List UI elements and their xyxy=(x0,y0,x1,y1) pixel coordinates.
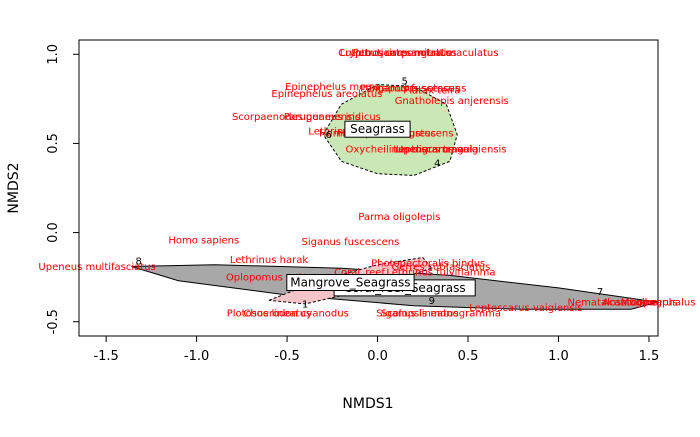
species-label: Coral_reef xyxy=(334,267,385,278)
species-label: Parma oligolepis xyxy=(358,212,440,223)
x-tick-label: 1.0 xyxy=(548,349,569,364)
species-label: Epinephelus merra xyxy=(285,82,379,93)
species-label: Lutjanus carponotatus xyxy=(340,48,452,59)
species-label: Upeneus tragula xyxy=(396,144,479,155)
species-label: Siganus fuscescens xyxy=(369,84,467,95)
species-label: Acanthopagrus xyxy=(602,298,678,309)
y-tick-label: 1.0 xyxy=(46,44,61,65)
site-label: 4 xyxy=(434,159,440,170)
species-label: Lutjanus argentimaculatus xyxy=(365,48,498,59)
species-label: Homo sapiens xyxy=(168,235,239,246)
group-label-box xyxy=(344,120,411,138)
species-label: Mugil cephalus xyxy=(621,298,696,309)
x-tick-label: 1.5 xyxy=(639,349,660,364)
group-label-layer: SeagrassCoral_reef_SeagrassMangrove_Seag… xyxy=(286,120,476,297)
species-label: Scolopsis monogramma xyxy=(381,308,501,319)
site-label: 7 xyxy=(597,287,603,298)
y-tick-label: 0.5 xyxy=(46,133,61,154)
site-label: 8 xyxy=(136,257,142,268)
site-label: 1 xyxy=(302,300,308,311)
site-label: 5 xyxy=(402,77,408,88)
x-axis-label: NMDS1 xyxy=(342,396,393,412)
x-tick-label: -1.0 xyxy=(184,349,209,364)
x-axis: -1.5 -1.0 -0.5 0.0 0.5 1.0 1.5 xyxy=(93,335,660,364)
species-label: Oxycheilinus digramma xyxy=(345,144,463,155)
site-label: 6 xyxy=(326,130,332,141)
y-tick-label: 0.0 xyxy=(46,222,61,243)
species-label: Scorpaenodes guamensis xyxy=(232,112,360,123)
x-tick-label: 0.0 xyxy=(367,349,388,364)
species-label: Parupeneus indicus xyxy=(284,112,381,123)
species-label: Gerres subfasciatus xyxy=(391,262,490,273)
species-label: Petroscirtes mitratus xyxy=(353,48,457,59)
species-label: Photopectoralis bindus xyxy=(371,259,485,270)
x-tick-label: -0.5 xyxy=(274,349,299,364)
y-tick-label: -0.5 xyxy=(46,309,61,334)
group-label: Seagrass xyxy=(350,122,405,136)
species-label: Leptoscarus vaigiensis xyxy=(393,144,506,155)
species-label: Lethrinus harak xyxy=(230,255,308,266)
x-tick-label: -1.5 xyxy=(93,349,118,364)
species-label: Lethrinus fulviflamma xyxy=(386,267,495,278)
y-axis: -0.5 0.0 0.5 1.0 xyxy=(46,44,80,334)
y-axis-label: NMDS2 xyxy=(6,162,22,213)
site-label: 9 xyxy=(429,296,435,307)
species-label: Upeneus multifasciatus xyxy=(38,262,155,273)
x-tick-label: 0.5 xyxy=(458,349,479,364)
species-label: Plotosus lineatus xyxy=(227,308,312,319)
species-label: Nematalosa come xyxy=(568,298,658,309)
species-label: Choerodon cyanodus xyxy=(243,308,348,319)
species-label: Gnatholepis anjerensis xyxy=(395,96,509,107)
group-label: Mangrove_Seagrass xyxy=(290,276,410,290)
species-label: Leptoscarus vaigiensis xyxy=(469,303,582,314)
species-label: Platax teira xyxy=(403,86,460,97)
group-label-box xyxy=(286,274,415,291)
species-label: Siganus lineatus xyxy=(376,308,458,319)
species-label: Crypto... xyxy=(338,48,381,59)
species-label: Pentapodus setosus xyxy=(360,84,460,95)
species-label: Siganus fuscescens xyxy=(302,237,400,248)
species-label: Epinephelus areolatus xyxy=(271,89,382,100)
species-label: Oplopomus oplopomus xyxy=(226,273,341,284)
site-layer: 5 6 4 8 7 9 1 xyxy=(136,77,604,311)
